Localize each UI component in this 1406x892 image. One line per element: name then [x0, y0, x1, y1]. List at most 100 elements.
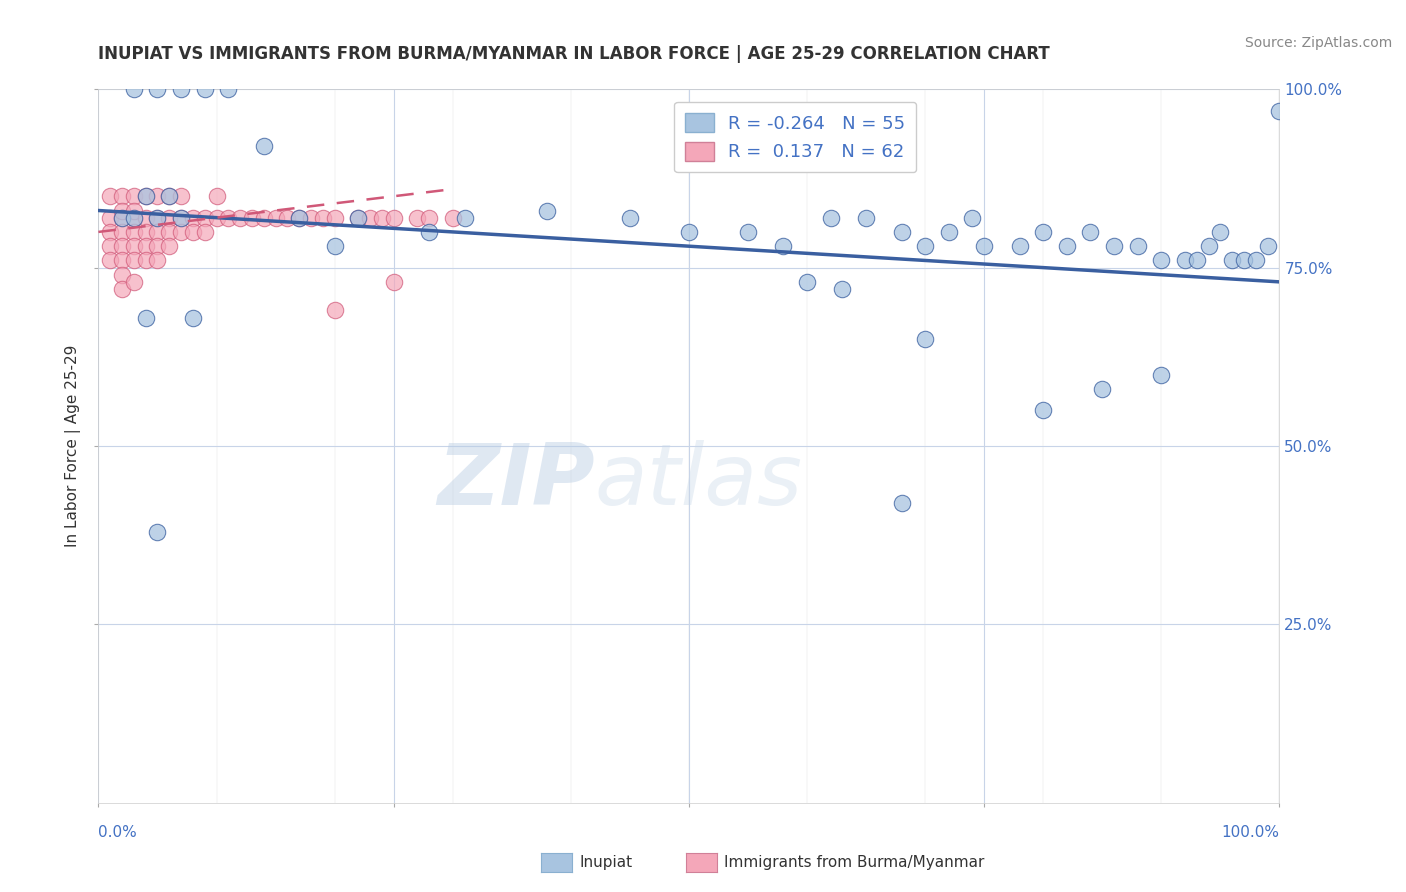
Point — [122, 203, 145, 218]
Point — [441, 211, 464, 225]
Point — [170, 189, 193, 203]
Point — [205, 189, 228, 203]
Point — [146, 82, 169, 96]
Point — [406, 211, 429, 225]
Point — [122, 253, 145, 268]
Point — [619, 211, 641, 225]
Y-axis label: In Labor Force | Age 25-29: In Labor Force | Age 25-29 — [65, 345, 82, 547]
Point — [288, 211, 311, 225]
Point — [1126, 239, 1149, 253]
Point — [890, 496, 912, 510]
Point — [796, 275, 818, 289]
Point — [678, 225, 700, 239]
Point — [111, 211, 134, 225]
Point — [1150, 368, 1173, 382]
Text: atlas: atlas — [595, 440, 803, 524]
Point — [135, 239, 157, 253]
Point — [157, 189, 180, 203]
Point — [122, 82, 145, 96]
Text: Immigrants from Burma/Myanmar: Immigrants from Burma/Myanmar — [724, 855, 984, 870]
Point — [938, 225, 960, 239]
Point — [111, 239, 134, 253]
Point — [418, 211, 440, 225]
Point — [135, 253, 157, 268]
Point — [181, 310, 204, 325]
Text: ZIP: ZIP — [437, 440, 595, 524]
Point — [194, 82, 217, 96]
Text: Inupiat: Inupiat — [579, 855, 633, 870]
Point — [194, 211, 217, 225]
Point — [122, 211, 145, 225]
Point — [772, 239, 794, 253]
Point — [240, 211, 263, 225]
Point — [111, 189, 134, 203]
Point — [170, 225, 193, 239]
Point — [194, 225, 217, 239]
Point — [253, 211, 276, 225]
Point — [217, 82, 239, 96]
Point — [1257, 239, 1279, 253]
Point — [1268, 103, 1291, 118]
Point — [323, 211, 346, 225]
Point — [1209, 225, 1232, 239]
Point — [98, 225, 121, 239]
Point — [973, 239, 995, 253]
Point — [1102, 239, 1125, 253]
Point — [1080, 225, 1102, 239]
Point — [122, 239, 145, 253]
Point — [111, 211, 134, 225]
Text: 100.0%: 100.0% — [1222, 825, 1279, 840]
Point — [146, 189, 169, 203]
Point — [135, 211, 157, 225]
Point — [111, 203, 134, 218]
Point — [157, 189, 180, 203]
Point — [1032, 225, 1054, 239]
Point — [312, 211, 335, 225]
Point — [536, 203, 558, 218]
Point — [1185, 253, 1208, 268]
Point — [217, 211, 239, 225]
Point — [135, 189, 157, 203]
Point — [820, 211, 842, 225]
Point — [122, 275, 145, 289]
Point — [1008, 239, 1031, 253]
Point — [253, 139, 276, 153]
Point — [1150, 253, 1173, 268]
Text: INUPIAT VS IMMIGRANTS FROM BURMA/MYANMAR IN LABOR FORCE | AGE 25-29 CORRELATION : INUPIAT VS IMMIGRANTS FROM BURMA/MYANMAR… — [98, 45, 1050, 62]
Point — [170, 211, 193, 225]
Point — [181, 211, 204, 225]
Point — [122, 225, 145, 239]
Point — [737, 225, 759, 239]
Point — [146, 524, 169, 539]
Point — [146, 211, 169, 225]
Point — [1198, 239, 1220, 253]
Point — [1174, 253, 1197, 268]
Point — [146, 239, 169, 253]
Point — [1244, 253, 1267, 268]
Point — [111, 268, 134, 282]
Point — [418, 225, 440, 239]
Point — [890, 225, 912, 239]
Point — [205, 211, 228, 225]
Point — [98, 253, 121, 268]
Point — [111, 225, 134, 239]
Text: Source: ZipAtlas.com: Source: ZipAtlas.com — [1244, 36, 1392, 50]
Point — [1091, 382, 1114, 396]
Point — [146, 253, 169, 268]
Point — [1220, 253, 1243, 268]
Point — [264, 211, 287, 225]
Point — [382, 275, 405, 289]
Point — [135, 225, 157, 239]
Point — [135, 310, 157, 325]
Point — [453, 211, 475, 225]
Point — [157, 211, 180, 225]
Point — [359, 211, 381, 225]
Point — [157, 225, 180, 239]
Point — [323, 239, 346, 253]
Point — [371, 211, 394, 225]
Point — [98, 211, 121, 225]
Point — [157, 239, 180, 253]
Point — [1032, 403, 1054, 417]
Point — [122, 211, 145, 225]
Legend: R = -0.264   N = 55, R =  0.137   N = 62: R = -0.264 N = 55, R = 0.137 N = 62 — [673, 102, 917, 172]
